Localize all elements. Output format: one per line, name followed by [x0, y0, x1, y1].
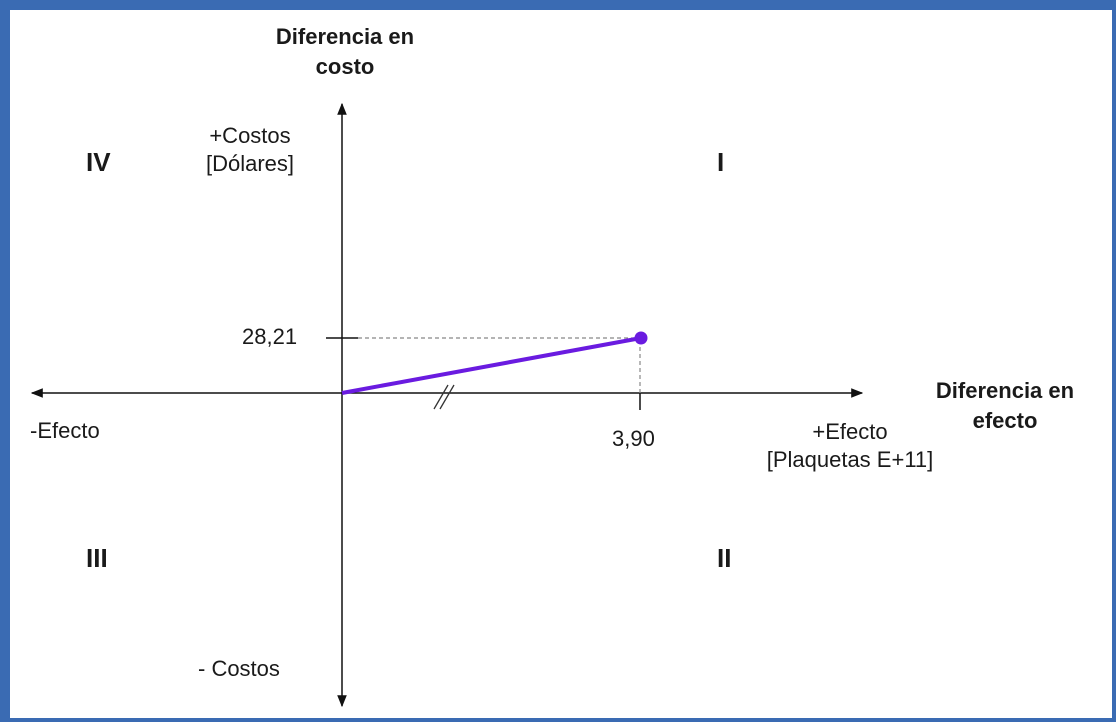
x-axis-title: Diferencia en efecto: [935, 378, 1075, 433]
x-positive-label: +Efecto [Plaquetas E+11]: [766, 419, 934, 472]
cost-value-label: 28,21: [242, 324, 298, 349]
y-positive-label: +Costos [Dólares]: [205, 123, 295, 176]
x-negative-label: -Efecto: [30, 418, 100, 443]
effect-value-label: 3,90: [612, 426, 655, 451]
icer-line: [341, 336, 642, 395]
y-axis-title: Diferencia en costo: [275, 24, 415, 79]
quadrant-ii-label: II: [717, 543, 732, 573]
quadrant-iv-label: IV: [86, 147, 111, 177]
axis-break-mark: [439, 384, 455, 410]
y-negative-label: - Costos: [198, 656, 280, 681]
axis-break-mark: [433, 384, 449, 410]
quadrant-iii-label: III: [86, 543, 108, 573]
quadrant-i-label: I: [717, 147, 725, 177]
icer-point: [634, 331, 648, 345]
